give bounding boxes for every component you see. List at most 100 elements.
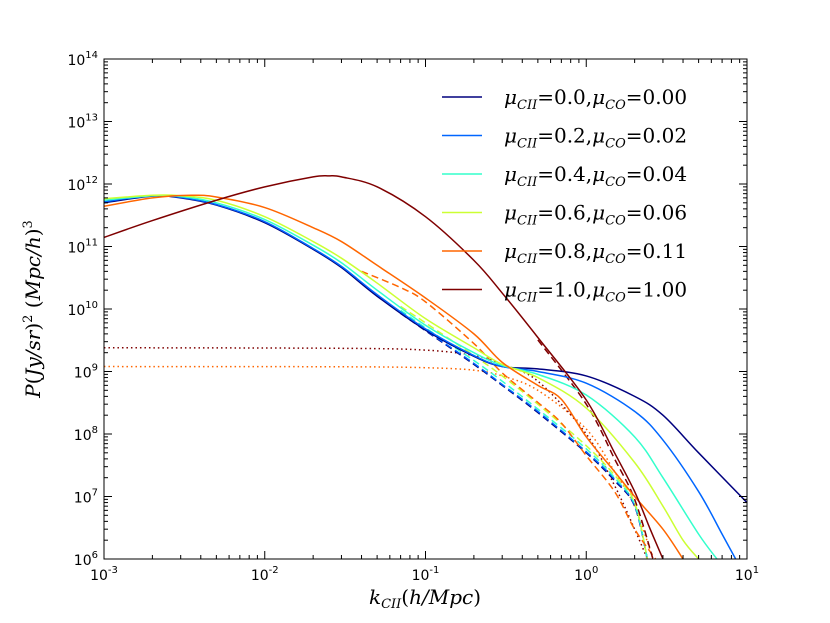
legend-entry-1: μCII=0.2,μCO=0.02 <box>504 124 687 152</box>
legend-entry-2-val1: =0.4, <box>537 162 592 186</box>
legend-entry-2-val2: =0.04 <box>626 162 687 186</box>
y-tick-label-exponent: 11 <box>85 238 98 249</box>
x-label-unit: ( <box>401 585 409 609</box>
y-tick-label-exponent: 9 <box>92 363 98 374</box>
y-axis-label: P(Jy/sr)2 (Mpc/h)3 <box>21 220 45 399</box>
legend-entry-2-sub2: CO <box>605 175 626 190</box>
x-tick-label-exponent: -2 <box>269 565 279 576</box>
y-tick-label-base: 10 <box>74 553 92 569</box>
x-tick-label: 101 <box>735 565 759 584</box>
series-4-dashed-line <box>361 270 657 559</box>
legend-entry-5-sub2: CO <box>605 291 626 306</box>
x-tick-label: 10-3 <box>90 565 118 584</box>
y-tick-label-base: 10 <box>67 116 85 132</box>
legend-entry-5: μCII=1.0,μCO=1.00 <box>504 278 687 306</box>
legend: μCII=0.0,μCO=0.00μCII=0.2,μCO=0.02μCII=0… <box>442 85 687 306</box>
y-label-jy: Jy/sr <box>21 329 45 380</box>
y-tick-label: 106 <box>74 550 98 569</box>
y-tick-label-exponent: 7 <box>92 488 98 499</box>
legend-entry-1-sub1: CII <box>517 137 538 152</box>
legend-entry-5-mu2: μ <box>592 278 605 302</box>
x-axis-label: kCII(h/Mpc) <box>369 585 481 612</box>
x-tick-label-base: 10 <box>90 568 108 584</box>
legend-entry-4: μCII=0.8,μCO=0.11 <box>504 239 687 267</box>
y-tick-label-exponent: 12 <box>85 175 98 186</box>
legend-entry-0-sub1: CII <box>517 98 538 113</box>
legend-entry-4-mu1: μ <box>504 239 517 263</box>
legend-entry-4-val2: =0.11 <box>626 239 687 263</box>
y-label-exp3: 3 <box>21 220 36 228</box>
x-tick-label-base: 10 <box>412 568 430 584</box>
y-tick-label-base: 10 <box>67 53 85 69</box>
y-tick-label-base: 10 <box>74 366 92 382</box>
series-1-dashed-line <box>400 312 649 559</box>
y-tick-label: 1011 <box>67 238 98 257</box>
x-tick-label-exponent: -1 <box>429 565 439 576</box>
y-tick-label-base: 10 <box>74 428 92 444</box>
x-tick-label-base: 10 <box>574 568 592 584</box>
y-tick-label: 1013 <box>67 113 98 132</box>
y-label-paren3: ( <box>21 300 45 314</box>
legend-entry-3-val2: =0.06 <box>626 201 687 225</box>
y-label-paren2: ) <box>21 323 45 331</box>
legend-entry-1-val2: =0.02 <box>626 124 687 148</box>
legend-entry-0-val2: =0.00 <box>626 85 687 109</box>
legend-entry-1-sub2: CO <box>605 137 626 152</box>
x-tick-label-base: 10 <box>735 568 753 584</box>
y-tick-label-exponent: 14 <box>85 50 98 61</box>
y-tick-label: 108 <box>74 425 98 444</box>
x-tick-label: 100 <box>574 565 598 584</box>
y-label-mpc: Mpc/h <box>21 236 45 301</box>
legend-entry-4-sub2: CO <box>605 252 626 267</box>
y-label-exp2: 2 <box>21 315 36 323</box>
y-tick-label-base: 10 <box>74 491 92 507</box>
x-tick-label-base: 10 <box>251 568 269 584</box>
x-tick-label-exponent: 0 <box>592 565 598 576</box>
legend-entry-5-mu1: μ <box>504 278 517 302</box>
y-tick-label-exponent: 13 <box>85 113 98 124</box>
ticks-layer: 10-3 10-2 10-1 100 1011061071081091010101110… <box>67 50 759 584</box>
series-3-solid-line <box>104 194 700 559</box>
series-5-dashed-line <box>537 339 654 559</box>
y-tick-label: 1010 <box>67 300 98 319</box>
y-tick-label: 1012 <box>67 175 98 194</box>
x-label-close: ) <box>473 585 481 609</box>
legend-entry-2-sub1: CII <box>517 175 538 190</box>
y-tick-label-exponent: 6 <box>92 550 98 561</box>
x-tick-label-exponent: 1 <box>753 565 759 576</box>
legend-entry-5-sub1: CII <box>517 291 538 306</box>
y-label-p: P <box>21 384 45 399</box>
y-tick-label-exponent: 10 <box>85 300 98 311</box>
series-3-dashed-line <box>400 305 649 559</box>
legend-entry-5-val2: =1.00 <box>626 278 687 302</box>
legend-entry-0: μCII=0.0,μCO=0.00 <box>504 85 687 113</box>
x-label-k: k <box>369 585 381 609</box>
legend-entry-0-mu2: μ <box>592 85 605 109</box>
y-tick-label-base: 10 <box>67 303 85 319</box>
legend-entry-4-val1: =0.8, <box>537 239 592 263</box>
legend-entry-4-sub1: CII <box>517 252 538 267</box>
y-tick-label-exponent: 8 <box>92 425 98 436</box>
x-tick-label: 10-2 <box>251 565 279 584</box>
series-5-solid-line <box>104 174 664 559</box>
legend-entry-0-sub2: CO <box>605 98 626 113</box>
legend-entry-2-mu1: μ <box>504 162 517 186</box>
x-label-unit-h: h/Mpc <box>409 585 473 609</box>
y-tick-label: 109 <box>74 363 98 382</box>
legend-entry-0-mu1: μ <box>504 85 517 109</box>
legend-entry-3: μCII=0.6,μCO=0.06 <box>504 201 687 229</box>
x-tick-label: 10-1 <box>412 565 440 584</box>
legend-entry-0-val1: =0.0, <box>537 85 592 109</box>
y-label-paren1: ( <box>21 377 45 385</box>
legend-entry-5-val1: =1.0, <box>537 278 592 302</box>
x-label-sub: CII <box>381 597 402 612</box>
legend-entry-1-val1: =0.2, <box>537 124 592 148</box>
series-4-solid-line <box>104 194 684 559</box>
series-1-solid-line <box>104 194 737 559</box>
legend-entry-3-val1: =0.6, <box>537 201 592 225</box>
plot-background <box>104 59 747 559</box>
legend-entry-1-mu1: μ <box>504 124 517 148</box>
legend-entry-3-sub1: CII <box>517 214 538 229</box>
series-2-solid-line <box>104 194 718 559</box>
